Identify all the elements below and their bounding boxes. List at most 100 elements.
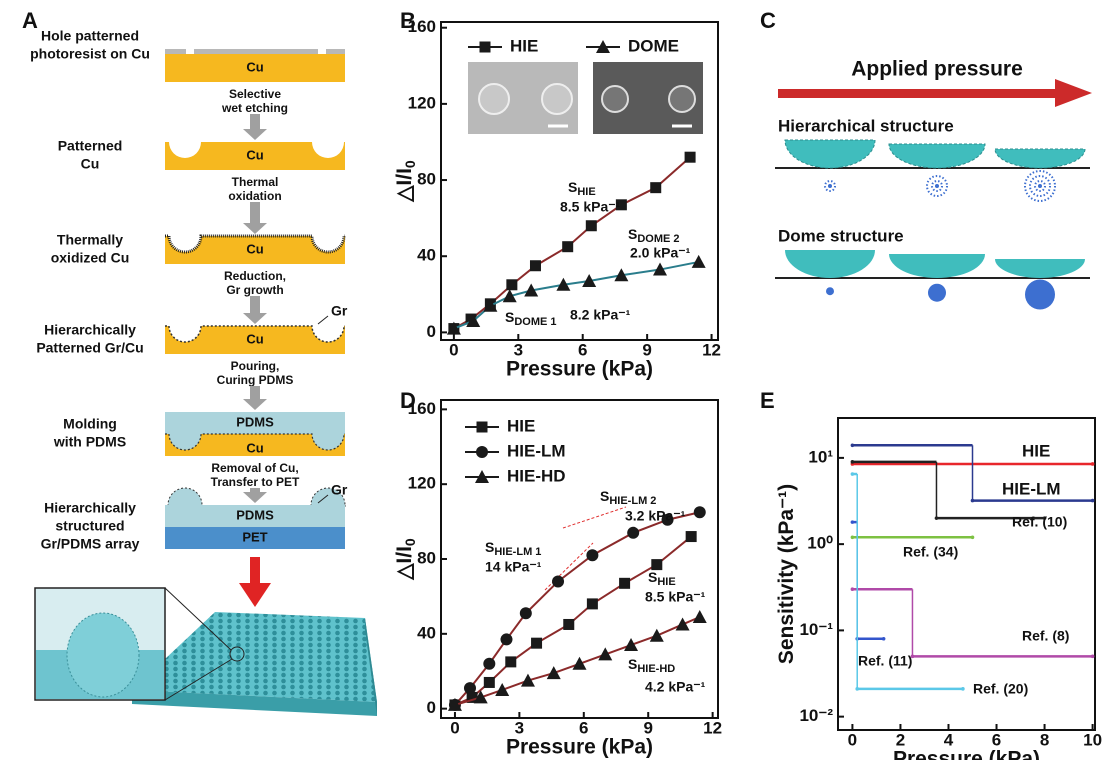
data-point xyxy=(934,516,939,520)
y-tick-label: 40 xyxy=(417,246,436,265)
red-arrow-head xyxy=(239,583,271,607)
annotation-value: 8.2 kPa⁻¹ xyxy=(570,307,631,323)
arrow-shaft xyxy=(250,114,260,130)
layer xyxy=(165,412,345,434)
data-point xyxy=(524,283,539,297)
annotation-value: 8.5 kPa⁻¹ xyxy=(560,199,621,215)
data-point xyxy=(651,559,663,571)
contact-center xyxy=(1038,184,1042,188)
data-point xyxy=(685,531,697,543)
panel-label: E xyxy=(760,388,775,413)
arrow-head xyxy=(243,313,267,324)
contact-ring xyxy=(1024,170,1056,202)
sem-hole xyxy=(541,83,573,115)
red-arrow-shaft xyxy=(250,557,260,585)
data-point xyxy=(850,535,855,540)
data-point xyxy=(850,443,855,448)
data-point xyxy=(653,262,668,276)
arrow-label: Applied pressure xyxy=(851,58,1023,81)
zoom-spot xyxy=(229,646,245,662)
etched-hole xyxy=(312,310,344,342)
annotation-value: 2.0 kPa⁻¹ xyxy=(630,245,691,261)
arrow-head xyxy=(243,492,267,503)
y-axis-title-main: △I/I xyxy=(393,546,416,581)
etched-hole xyxy=(312,220,344,252)
contact-ring xyxy=(931,180,943,192)
legend-label: HIE xyxy=(510,36,538,55)
x-tick-label: 9 xyxy=(643,718,652,737)
data-point xyxy=(661,513,674,526)
series-label: Ref. (8) xyxy=(1022,628,1069,644)
transition-label: wet etching xyxy=(221,101,288,115)
data-point xyxy=(850,460,855,464)
annotation-subscript: HIE xyxy=(577,186,595,198)
zoom-line xyxy=(164,587,232,651)
x-tick-label: 9 xyxy=(642,340,651,359)
step-label: Hierarchically xyxy=(44,322,136,338)
pdms-bump xyxy=(169,434,201,450)
etched-hole xyxy=(312,126,344,158)
annotation-value: 14 kPa⁻¹ xyxy=(485,559,542,575)
data-point xyxy=(850,587,855,592)
data-point xyxy=(483,676,495,688)
x-tick-label: 10 xyxy=(1083,730,1102,749)
x-tick-label: 3 xyxy=(514,340,523,359)
annotation: SHIE xyxy=(648,569,676,588)
data-point xyxy=(598,647,613,661)
step-label: Patterned xyxy=(58,138,123,154)
fit-guide xyxy=(562,506,627,529)
contact-ring xyxy=(1029,175,1051,197)
y-tick-label: 10¹ xyxy=(808,447,833,466)
hole xyxy=(318,49,326,54)
y-axis-title: Sensitivity (kPa⁻¹) xyxy=(775,484,798,664)
graphene-layer xyxy=(165,433,345,451)
arrow-head xyxy=(243,223,267,234)
y-axis-title: △I/I0 xyxy=(393,538,418,581)
y-axis-title-main: △I/I xyxy=(393,168,416,203)
data-point xyxy=(1042,516,1047,520)
annotation-symbol: S xyxy=(505,309,514,325)
x-tick-label: 0 xyxy=(449,340,458,359)
dome xyxy=(888,143,986,169)
annotation-subscript: DOME 2 xyxy=(637,233,679,245)
y-axis-title-sub: 0 xyxy=(402,538,418,546)
annotation: SDOME 1 xyxy=(505,309,557,328)
data-point xyxy=(546,666,561,680)
series-label: HIE xyxy=(1022,441,1050,460)
legend-label: HIE-HD xyxy=(507,466,566,485)
data-point xyxy=(505,656,517,668)
data-point xyxy=(624,638,639,652)
legend-marker xyxy=(476,421,488,433)
x-tick-label: 6 xyxy=(992,730,1001,749)
data-point xyxy=(473,690,488,704)
data-point xyxy=(961,687,965,691)
series-label: HIE-LM xyxy=(1002,479,1061,498)
contact-ring xyxy=(1034,180,1046,192)
data-point xyxy=(552,575,565,588)
data-point xyxy=(881,636,886,641)
layer-label: Cu xyxy=(246,147,263,162)
annotation-subscript: DOME 1 xyxy=(514,316,556,328)
data-point xyxy=(850,520,855,524)
y-axis-title-main: Sensitivity (kPa⁻¹) xyxy=(775,484,798,664)
arrow-shaft xyxy=(250,488,260,493)
annotation-symbol: S xyxy=(600,488,609,504)
legend-label: HIE xyxy=(507,416,535,435)
step-label: Patterned Gr/Cu xyxy=(36,340,143,356)
data-point xyxy=(483,298,498,312)
annotation-symbol: S xyxy=(485,539,494,555)
x-axis-title: Pressure (kPa) xyxy=(506,736,653,759)
data-point xyxy=(691,254,706,268)
data-point xyxy=(447,697,462,711)
contact-area xyxy=(1025,279,1055,310)
dome xyxy=(889,254,985,278)
annotation: SHIE-LM 2 xyxy=(600,488,656,507)
data-point xyxy=(693,506,706,519)
y-tick-label: 120 xyxy=(408,93,436,112)
transition-label: Removal of Cu, xyxy=(211,461,298,475)
series-label: Ref. (11) xyxy=(858,653,912,669)
layer-label: PDMS xyxy=(236,507,274,522)
panel-label: D xyxy=(400,388,416,413)
annotation: SHIE-LM 1 xyxy=(485,539,541,558)
